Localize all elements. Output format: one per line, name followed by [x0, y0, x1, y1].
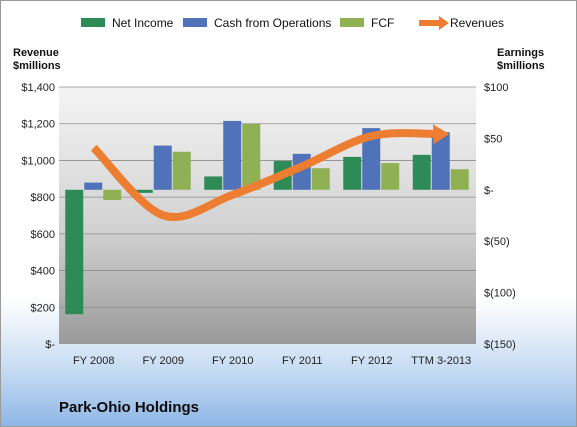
revenue-line: [90, 124, 450, 221]
category-label: FY 2010: [212, 355, 253, 367]
bar-fcf: [381, 163, 400, 190]
bar-cash-from-operations: [84, 182, 103, 190]
left-tick-label: $1,000: [21, 155, 55, 167]
left-tick-label: $200: [31, 302, 55, 314]
bar-net-income: [412, 154, 431, 190]
bar-fcf: [242, 124, 261, 190]
bar-fcf: [311, 168, 330, 190]
bar-net-income: [204, 176, 223, 190]
legend-label: Cash from Operations: [214, 16, 331, 30]
left-tick-label: $600: [31, 229, 55, 241]
bar-cash-from-operations: [153, 145, 172, 190]
legend-label: Net Income: [112, 16, 174, 30]
right-tick-label: $-: [484, 185, 494, 197]
bar-series: [65, 120, 469, 315]
category-label: FY 2011: [282, 355, 323, 367]
category-label: TTM 3-2013: [411, 355, 471, 367]
right-axis-title: Earnings $millions: [497, 47, 545, 72]
legend-label: Revenues: [450, 16, 504, 30]
legend-label: FCF: [371, 16, 394, 30]
legend-swatch: [340, 18, 364, 27]
category-label: FY 2008: [73, 355, 114, 367]
left-tick-label: $1,400: [21, 82, 55, 94]
right-tick-label: $50: [484, 133, 502, 145]
left-tick-label: $-: [45, 339, 55, 351]
bar-net-income: [134, 189, 153, 193]
left-axis-title: Revenue $millions: [13, 47, 61, 72]
right-tick-label: $100: [484, 82, 508, 94]
left-axis-ticks: $- $200 $400 $600 $800 $1,000 $1,200 $1,400: [21, 82, 55, 351]
right-tick-label: $(100): [484, 288, 516, 300]
plot-area: [59, 87, 476, 344]
revenue-line-arrowhead: [432, 124, 450, 145]
legend-swatch-arrow: [439, 16, 449, 30]
bar-cash-from-operations: [223, 120, 242, 190]
right-tick-label: $(150): [484, 339, 516, 351]
legend-swatch: [81, 18, 105, 27]
bar-fcf: [450, 169, 469, 190]
chart-title: Park-Ohio Holdings: [59, 399, 200, 416]
bar-fcf: [103, 189, 122, 201]
legend: Net Income Cash from Operations FCF Revenue…: [81, 16, 504, 30]
bar-cash-from-operations: [431, 132, 450, 190]
category-label: FY 2012: [351, 355, 392, 367]
revenue-line-path: [90, 129, 442, 221]
category-labels: FY 2008 FY 2009 FY 2010 FY 2011 FY 2012 TTM 3…: [73, 355, 471, 367]
left-tick-label: $400: [31, 266, 55, 278]
right-axis-ticks: $(150) $(100) $(50) $- $50 $100: [484, 82, 516, 351]
bar-cash-from-operations: [362, 128, 381, 190]
bar-net-income: [65, 189, 84, 315]
bar-net-income: [343, 156, 362, 190]
category-label: FY 2009: [143, 355, 184, 367]
legend-swatch: [183, 18, 207, 27]
gridlines: [59, 86, 476, 308]
left-tick-label: $800: [31, 192, 55, 204]
right-tick-label: $(50): [484, 236, 510, 248]
left-tick-label: $1,200: [21, 119, 55, 131]
bar-fcf: [172, 151, 191, 190]
